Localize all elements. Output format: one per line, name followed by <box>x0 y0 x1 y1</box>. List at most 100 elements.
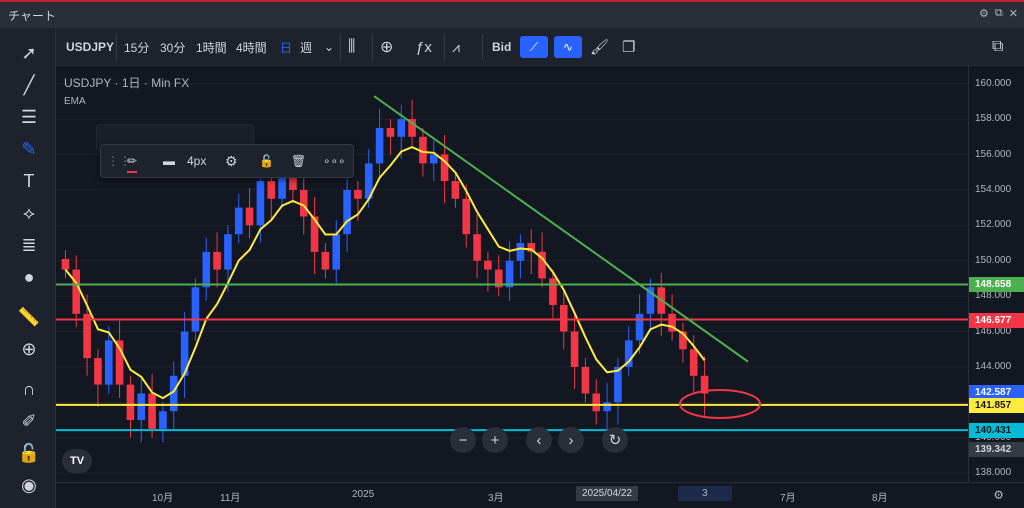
gear-icon[interactable]: ⚙ <box>225 152 238 169</box>
candle <box>83 313 91 359</box>
candle <box>603 402 611 412</box>
drag-handle-icon[interactable]: ⋮⋮ <box>107 154 131 168</box>
candle <box>213 251 221 270</box>
unlock-icon[interactable]: 🔓 <box>259 154 274 168</box>
duplicate-icon[interactable]: ❐ <box>622 39 636 56</box>
candle <box>278 172 286 199</box>
candle <box>94 358 102 385</box>
axis-settings-icon[interactable]: ⚙ <box>993 488 1004 502</box>
candle <box>624 340 633 367</box>
candle <box>364 163 373 199</box>
price-tick: 146.000 <box>975 325 1012 337</box>
time-tick: 7月 <box>780 493 796 504</box>
price-tag: 140.431 <box>969 423 1024 439</box>
candle <box>332 234 341 270</box>
price-axis[interactable]: 160.000 158.000 156.000 154.000 152.000 150.0… <box>968 66 1024 482</box>
fib-tool-icon[interactable]: ≣ <box>21 234 37 255</box>
price-tick: 138.000 <box>975 467 1012 479</box>
price-tag: 141.857 <box>969 397 1024 413</box>
price-tick: 156.000 <box>975 148 1012 160</box>
top-toolbar: USDJPY 15分 30分 1時間 4時間 日 週 ⌄ ⫼ ⊕ ƒx ⩘ Bi… <box>56 28 1024 66</box>
candle <box>527 243 536 252</box>
pencil-icon[interactable]: ✏ <box>127 151 138 173</box>
price-tag: 142.587 <box>969 384 1024 400</box>
trendline-tool-icon[interactable]: ╱ <box>23 74 35 95</box>
cursor-icon[interactable]: ➚ <box>21 42 37 63</box>
timeframe-30m[interactable]: 30分 <box>160 40 186 55</box>
brush-tool-icon[interactable]: ✎ <box>21 138 37 159</box>
bid-button[interactable]: Bid <box>492 40 512 54</box>
time-axis[interactable]: 10月 11月 2025 3月 2025/04/22 3 7月 8月 ⚙ <box>56 482 1024 508</box>
zoom-out-button[interactable]: − <box>450 427 476 453</box>
ruler-icon[interactable]: 📏 <box>17 306 41 327</box>
trendline[interactable] <box>373 95 749 363</box>
legend-source: Min FX <box>151 76 190 90</box>
candle <box>668 313 676 332</box>
zoom-in-button[interactable]: + <box>482 427 508 453</box>
timeframe-4h[interactable]: 4時間 <box>236 40 267 55</box>
compare-add-icon[interactable]: ⊕ <box>380 39 394 56</box>
price-tick: 150.000 <box>975 254 1012 266</box>
candle <box>354 189 362 199</box>
drawing-floating-toolbar: ⋮⋮ ✏ ▬ 4px ⚙ 🔓 🗑 ∘∘∘ <box>100 144 354 178</box>
timeframe-1w[interactable]: 週 <box>300 40 313 55</box>
candle <box>321 251 330 270</box>
candle <box>484 260 492 270</box>
candle <box>549 278 557 305</box>
candle <box>700 375 709 394</box>
candle <box>148 393 156 429</box>
more-icon[interactable]: ∘∘∘ <box>323 154 346 168</box>
close-icon[interactable]: ✕ <box>1008 8 1018 20</box>
line-width-value[interactable]: 4px <box>187 154 207 168</box>
horizontal-lines-tool-icon[interactable]: ☰ <box>20 106 38 127</box>
time-tick: 3月 <box>488 493 504 504</box>
highlight-ellipse[interactable] <box>679 389 761 419</box>
ema-line[interactable] <box>64 146 706 400</box>
price-tick: 148.000 <box>975 290 1012 302</box>
candle <box>516 243 525 261</box>
eye-icon[interactable]: ◉ <box>21 474 37 495</box>
time-tick: 8月 <box>872 493 888 504</box>
candle <box>289 172 297 190</box>
timeframe-1d[interactable]: 日 <box>280 40 293 55</box>
symbol-button[interactable]: USDJPY <box>66 40 115 54</box>
time-tick: 2025 <box>352 489 375 500</box>
brush-icon[interactable]: 🖌 <box>590 39 610 56</box>
candle <box>538 251 546 279</box>
chevron-down-icon[interactable]: ⌄ <box>324 40 335 54</box>
time-tick: 3 <box>678 486 732 501</box>
zoom-in-icon[interactable]: ⊕ <box>21 338 37 359</box>
wave-icon[interactable]: ∿ <box>554 36 582 58</box>
candles-icon[interactable]: ⫼ <box>348 38 356 55</box>
text-tool-icon[interactable]: T <box>23 170 35 191</box>
line-style-icon[interactable]: ⟋ <box>520 36 548 58</box>
candle <box>473 234 481 261</box>
lock-icon[interactable]: 🔓 <box>17 442 41 463</box>
trash-icon[interactable]: 🗑 <box>291 154 307 168</box>
price-tag: 139.342 <box>969 442 1024 458</box>
popout-icon[interactable]: ⧉ <box>994 7 1003 19</box>
candle <box>559 304 568 332</box>
reset-chart-button[interactable]: ↻ <box>602 427 628 453</box>
candle <box>180 331 189 376</box>
scroll-right-button[interactable]: › <box>558 427 584 453</box>
candle <box>115 340 124 385</box>
magnet-icon[interactable]: ∩ <box>22 378 36 399</box>
candle <box>267 181 276 199</box>
scroll-left-button[interactable]: ‹ <box>526 427 552 453</box>
candle <box>169 375 178 412</box>
candle <box>386 127 395 137</box>
timeframe-1h[interactable]: 1時間 <box>196 40 227 55</box>
lock-drawing-icon[interactable]: ✐ <box>21 410 37 431</box>
templates-icon[interactable]: ⩘ <box>452 38 460 55</box>
layout-icon[interactable]: ⧉ <box>992 38 1004 55</box>
candle <box>126 384 135 421</box>
settings-icon[interactable]: ⚙ <box>979 8 989 20</box>
candle <box>505 260 514 288</box>
line-width-icon[interactable]: ▬ <box>163 154 175 168</box>
timeframe-15m[interactable]: 15分 <box>124 40 150 55</box>
indicators-icon[interactable]: ƒx <box>416 38 432 56</box>
candle <box>581 366 590 394</box>
pattern-tool-icon[interactable]: ⟡ <box>23 202 35 223</box>
circle-tool-icon[interactable]: ● <box>23 266 35 287</box>
